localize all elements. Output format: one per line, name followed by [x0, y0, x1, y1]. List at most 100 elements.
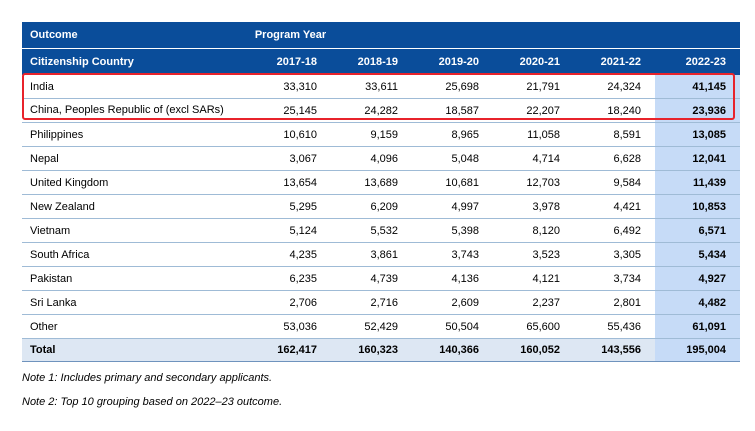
value-cell-2022-23: 6,571 [655, 218, 740, 243]
value-cell: 65,600 [493, 314, 574, 339]
header-blank [574, 22, 655, 49]
country-cell: United Kingdom [22, 170, 250, 195]
value-cell: 3,861 [331, 242, 412, 267]
value-cell: 4,421 [574, 194, 655, 219]
value-cell: 5,048 [412, 146, 493, 171]
table-row: Nepal 3,067 4,096 5,048 4,714 6,628 12,041 [22, 146, 740, 171]
value-cell: 9,159 [331, 122, 412, 147]
year-header: 2018-19 [331, 48, 412, 75]
year-header: 2017-18 [250, 48, 331, 75]
value-cell-2022-23: 41,145 [655, 75, 740, 99]
value-cell-2022-23: 195,004 [655, 338, 740, 362]
value-cell-2022-23: 4,927 [655, 266, 740, 291]
value-cell: 55,436 [574, 314, 655, 339]
country-cell: New Zealand [22, 194, 250, 219]
value-cell: 33,611 [331, 75, 412, 99]
value-cell: 22,207 [493, 98, 574, 123]
country-cell: Pakistan [22, 266, 250, 291]
value-cell-2022-23: 10,853 [655, 194, 740, 219]
value-cell: 9,584 [574, 170, 655, 195]
table-row: Philippines 10,610 9,159 8,965 11,058 8,591 13… [22, 122, 740, 147]
year-header: 2019-20 [412, 48, 493, 75]
note-2: Note 2: Top 10 grouping based on 2022–23… [22, 396, 283, 408]
value-cell-2022-23: 4,482 [655, 290, 740, 315]
country-cell: Vietnam [22, 218, 250, 243]
value-cell: 2,716 [331, 290, 412, 315]
country-cell: China, Peoples Republic of (excl SARs) [22, 98, 250, 123]
value-cell: 4,136 [412, 266, 493, 291]
country-cell: South Africa [22, 242, 250, 267]
value-cell: 6,235 [250, 266, 331, 291]
value-cell: 3,305 [574, 242, 655, 267]
value-cell: 50,504 [412, 314, 493, 339]
value-cell: 52,429 [331, 314, 412, 339]
value-cell: 6,492 [574, 218, 655, 243]
value-cell: 3,734 [574, 266, 655, 291]
value-cell: 21,791 [493, 75, 574, 99]
value-cell: 8,965 [412, 122, 493, 147]
country-cell: Other [22, 314, 250, 339]
year-header: 2020-21 [493, 48, 574, 75]
country-cell: India [22, 75, 250, 99]
country-cell: Sri Lanka [22, 290, 250, 315]
total-label: Total [22, 338, 250, 362]
value-cell: 13,654 [250, 170, 331, 195]
value-cell: 160,323 [331, 338, 412, 362]
value-cell: 143,556 [574, 338, 655, 362]
value-cell-2022-23: 61,091 [655, 314, 740, 339]
header-blank [655, 22, 740, 49]
value-cell: 3,978 [493, 194, 574, 219]
value-cell: 2,237 [493, 290, 574, 315]
value-cell: 4,235 [250, 242, 331, 267]
value-cell: 11,058 [493, 122, 574, 147]
header-blank [412, 22, 493, 49]
value-cell: 5,295 [250, 194, 331, 219]
value-cell: 10,610 [250, 122, 331, 147]
table-row: Other 53,036 52,429 50,504 65,600 55,436 61,09… [22, 314, 740, 339]
value-cell: 3,523 [493, 242, 574, 267]
table-row: Vietnam 5,124 5,532 5,398 8,120 6,492 6,571 [22, 218, 740, 243]
table-body: India 33,310 33,611 25,698 21,791 24,324 41,14… [22, 75, 740, 362]
year-header: 2021-22 [574, 48, 655, 75]
value-cell: 24,324 [574, 75, 655, 99]
program-year-header: Program Year [250, 22, 331, 49]
year-header: 2022-23 [655, 48, 740, 75]
value-cell-2022-23: 12,041 [655, 146, 740, 171]
value-cell: 5,398 [412, 218, 493, 243]
data-table-container: Outcome Program Year Citizenship Country… [22, 22, 740, 362]
value-cell: 24,282 [331, 98, 412, 123]
value-cell: 53,036 [250, 314, 331, 339]
value-cell: 33,310 [250, 75, 331, 99]
value-cell: 4,714 [493, 146, 574, 171]
value-cell: 18,240 [574, 98, 655, 123]
note-1: Note 1: Includes primary and secondary a… [22, 372, 273, 384]
value-cell: 5,124 [250, 218, 331, 243]
citizenship-country-header: Citizenship Country [22, 48, 250, 75]
table-row: China, Peoples Republic of (excl SARs) 25… [22, 98, 740, 123]
table-row: United Kingdom 13,654 13,689 10,681 12,703 9,… [22, 170, 740, 195]
value-cell: 4,096 [331, 146, 412, 171]
value-cell: 6,628 [574, 146, 655, 171]
value-cell: 10,681 [412, 170, 493, 195]
value-cell: 140,366 [412, 338, 493, 362]
header-row-years: Citizenship Country 2017-18 2018-19 2019… [22, 48, 740, 75]
value-cell-2022-23: 5,434 [655, 242, 740, 267]
outcome-header: Outcome [22, 22, 250, 49]
header-blank [331, 22, 412, 49]
value-cell: 162,417 [250, 338, 331, 362]
total-row: Total 162,417 160,323 140,366 160,052 143,556… [22, 338, 740, 362]
value-cell-2022-23: 13,085 [655, 122, 740, 147]
value-cell: 5,532 [331, 218, 412, 243]
table-row: Pakistan 6,235 4,739 4,136 4,121 3,734 4,927 [22, 266, 740, 291]
value-cell: 160,052 [493, 338, 574, 362]
value-cell: 25,698 [412, 75, 493, 99]
value-cell: 2,801 [574, 290, 655, 315]
table-row: Sri Lanka 2,706 2,716 2,609 2,237 2,801 4,482 [22, 290, 740, 315]
value-cell: 12,703 [493, 170, 574, 195]
value-cell: 3,743 [412, 242, 493, 267]
header-row-outcome: Outcome Program Year [22, 22, 740, 49]
value-cell: 2,609 [412, 290, 493, 315]
value-cell: 18,587 [412, 98, 493, 123]
value-cell: 2,706 [250, 290, 331, 315]
value-cell: 4,997 [412, 194, 493, 219]
